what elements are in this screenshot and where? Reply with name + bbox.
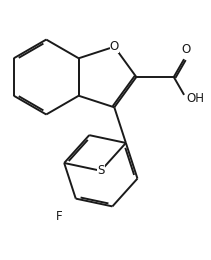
- Text: S: S: [97, 164, 104, 177]
- Text: OH: OH: [186, 92, 204, 105]
- Text: O: O: [110, 40, 119, 53]
- Text: O: O: [181, 43, 191, 56]
- Text: F: F: [56, 210, 63, 223]
